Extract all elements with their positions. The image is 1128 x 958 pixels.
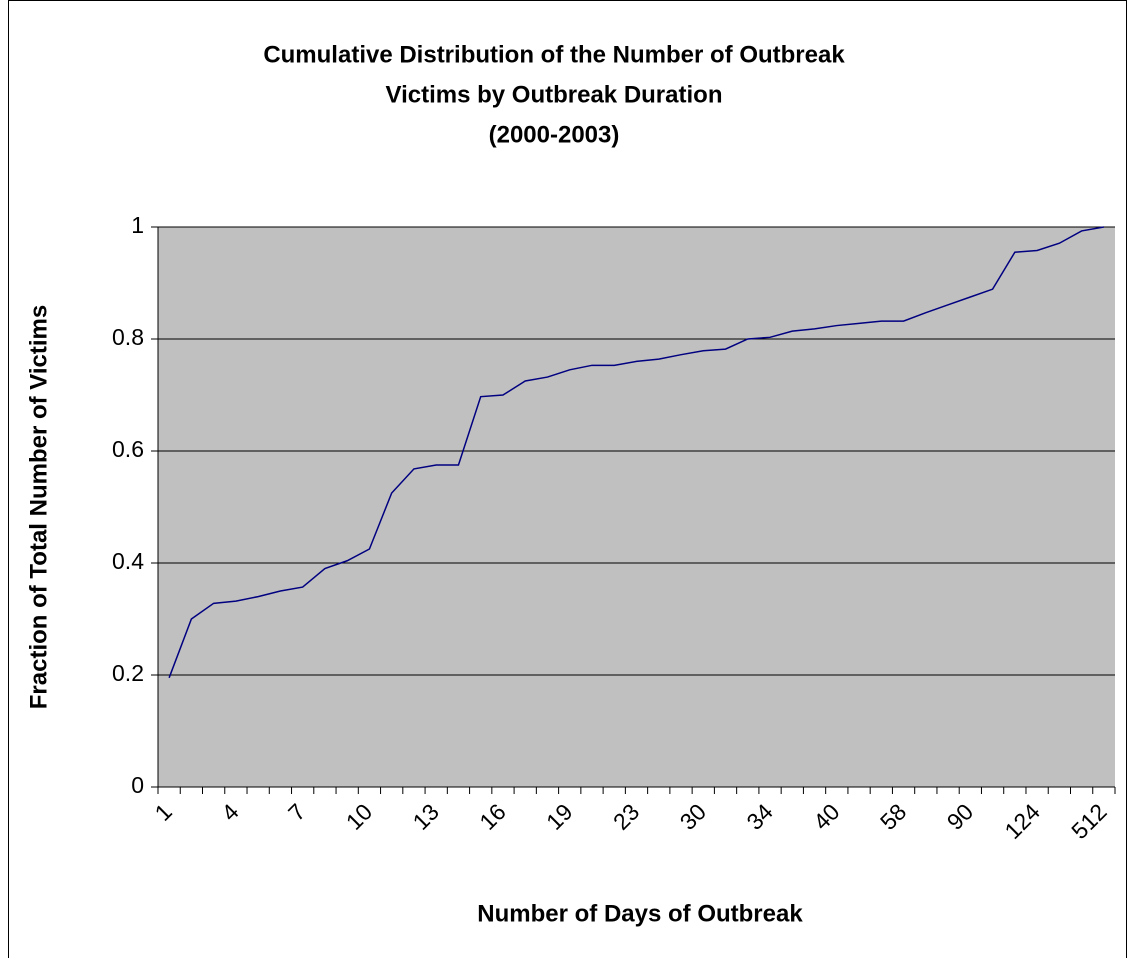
chart-title: Cumulative Distribution of the Number of… <box>263 41 845 68</box>
data-line <box>168 226 1105 679</box>
y-tick-label: 0.8 <box>112 324 144 350</box>
chart-title: Victims by Outbreak Duration <box>386 81 723 108</box>
y-tick-label: 0.4 <box>112 548 144 574</box>
y-tick-label: 0.6 <box>112 436 144 462</box>
chart-title: (2000-2003) <box>489 121 620 148</box>
y-axis-label: Fraction of Total Number of Victims <box>25 305 52 709</box>
y-tick-label: 0.2 <box>112 660 144 686</box>
x-axis-label: Number of Days of Outbreak <box>477 900 803 927</box>
y-tick-label: 0 <box>131 772 144 798</box>
y-tick-label: 1 <box>131 212 144 238</box>
plot-area <box>158 227 1115 787</box>
